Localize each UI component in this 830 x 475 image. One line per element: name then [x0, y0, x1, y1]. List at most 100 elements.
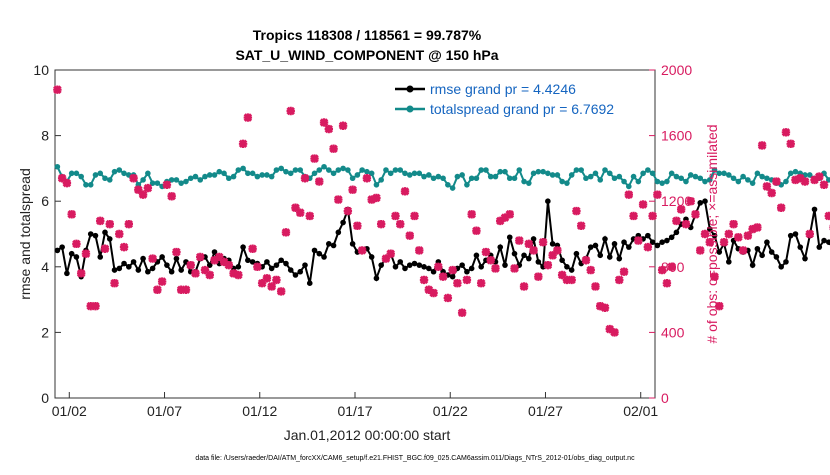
- assimilated-obs-point: [224, 260, 234, 270]
- rmse-point: [573, 250, 580, 257]
- assimilated-obs-point: [281, 228, 291, 237]
- assimilated-obs-point: [243, 113, 253, 122]
- totalspread-point: [673, 173, 680, 180]
- assimilated-obs-point: [181, 285, 191, 294]
- assimilated-obs-point: [762, 182, 772, 191]
- totalspread-point: [473, 175, 480, 182]
- rmse-point: [473, 252, 480, 259]
- totalspread-point: [535, 168, 542, 175]
- totalspread-point: [202, 173, 208, 180]
- assimilated-obs-point: [505, 210, 514, 219]
- totalspread-point: [297, 167, 304, 173]
- assimilated-obs-point: [481, 247, 491, 257]
- totalspread-point: [735, 178, 742, 185]
- totalspread-point: [573, 167, 580, 173]
- assimilated-obs-point: [648, 211, 657, 221]
- totalspread-point: [764, 175, 770, 182]
- rmse-point: [811, 206, 818, 213]
- assimilated-obs-point: [719, 238, 729, 247]
- assimilated-obs-point: [472, 226, 481, 235]
- y-tick-label: 0: [41, 390, 49, 406]
- assimilated-obs-point: [329, 144, 338, 153]
- totalspread-point: [497, 168, 504, 175]
- totalspread-point: [502, 168, 508, 175]
- assimilated-obs-point: [315, 177, 324, 186]
- assimilated-obs-point: [143, 183, 153, 193]
- totalspread-point: [464, 182, 470, 188]
- totalspread-point: [68, 170, 75, 177]
- assimilated-obs-point: [815, 172, 824, 181]
- assimilated-obs-point: [238, 139, 248, 148]
- totalspread-point: [540, 168, 546, 175]
- assimilated-obs-point: [400, 187, 410, 196]
- rmse-point: [530, 236, 537, 242]
- rmse-point: [535, 259, 542, 265]
- assimilated-obs-point: [767, 188, 776, 198]
- totalspread-point: [545, 170, 551, 177]
- assimilated-obs-point: [386, 249, 395, 258]
- totalspread-point: [321, 163, 327, 170]
- assimilated-obs-point: [686, 197, 695, 206]
- rmse-point: [521, 252, 527, 259]
- rmse-point: [297, 268, 304, 275]
- totalspread-point: [759, 173, 765, 180]
- assimilated-obs-point: [638, 200, 648, 209]
- rmse-point: [378, 262, 384, 268]
- totalspread-point: [249, 170, 256, 177]
- assimilated-obs-point: [805, 229, 814, 239]
- totalspread-point: [211, 172, 218, 178]
- totalspread-point: [254, 173, 261, 180]
- assimilated-obs-point: [134, 185, 143, 194]
- rmse-point: [173, 255, 180, 262]
- rmse-point: [116, 265, 123, 272]
- assimilated-obs-point: [457, 308, 467, 317]
- x-tick-label: 01/22: [433, 403, 468, 419]
- y-tick-label: 8: [41, 128, 49, 144]
- assimilated-obs-point: [434, 262, 443, 271]
- assimilated-obs-point: [629, 211, 638, 221]
- totalspread-point: [792, 168, 799, 175]
- rmse-point: [545, 198, 551, 204]
- rmse-point: [464, 268, 470, 275]
- rmse-point: [659, 239, 665, 245]
- totalspread-point: [173, 177, 180, 183]
- totalspread-point: [559, 178, 565, 185]
- totalspread-point: [154, 180, 161, 186]
- totalspread-point: [97, 170, 104, 177]
- assimilated-obs-point: [391, 211, 400, 221]
- assimilated-obs-point: [757, 141, 767, 150]
- rmse-point: [702, 198, 708, 204]
- totalspread-point: [487, 173, 494, 180]
- assimilated-obs-point: [553, 246, 562, 255]
- rmse-point: [459, 262, 465, 268]
- totalspread-point: [111, 168, 118, 175]
- assimilated-obs-point: [115, 229, 124, 239]
- totalspread-point: [178, 180, 184, 186]
- assimilated-obs-point: [581, 256, 591, 265]
- rmse-point: [654, 242, 661, 249]
- rmse-point: [178, 267, 184, 273]
- rmse-point: [311, 247, 318, 254]
- rmse-point: [59, 244, 65, 250]
- totalspread-point: [426, 172, 432, 178]
- rmse-point: [645, 232, 651, 239]
- totalspread-point: [483, 167, 489, 173]
- totalspread-point: [602, 167, 608, 173]
- rmse-point: [802, 255, 808, 262]
- assimilated-obs-point: [324, 124, 334, 134]
- rmse-point: [54, 247, 61, 254]
- totalspread-point: [102, 175, 108, 182]
- assimilated-obs-point: [57, 174, 67, 183]
- rmse-point: [330, 242, 337, 249]
- totalspread-point: [583, 175, 589, 182]
- rmse-point: [611, 241, 618, 247]
- legend-rmse-marker: [406, 85, 414, 93]
- rmse-point: [602, 236, 608, 242]
- rmse-point: [168, 268, 175, 275]
- assimilated-obs-point: [743, 231, 753, 240]
- totalspread-point: [145, 170, 151, 177]
- rmse-point: [121, 260, 127, 267]
- data-file-footnote: data file: /Users/raeder/DAI/ATM_forcXX/…: [195, 455, 635, 462]
- assimilated-obs-point: [91, 301, 100, 311]
- assimilated-obs-point: [353, 221, 362, 230]
